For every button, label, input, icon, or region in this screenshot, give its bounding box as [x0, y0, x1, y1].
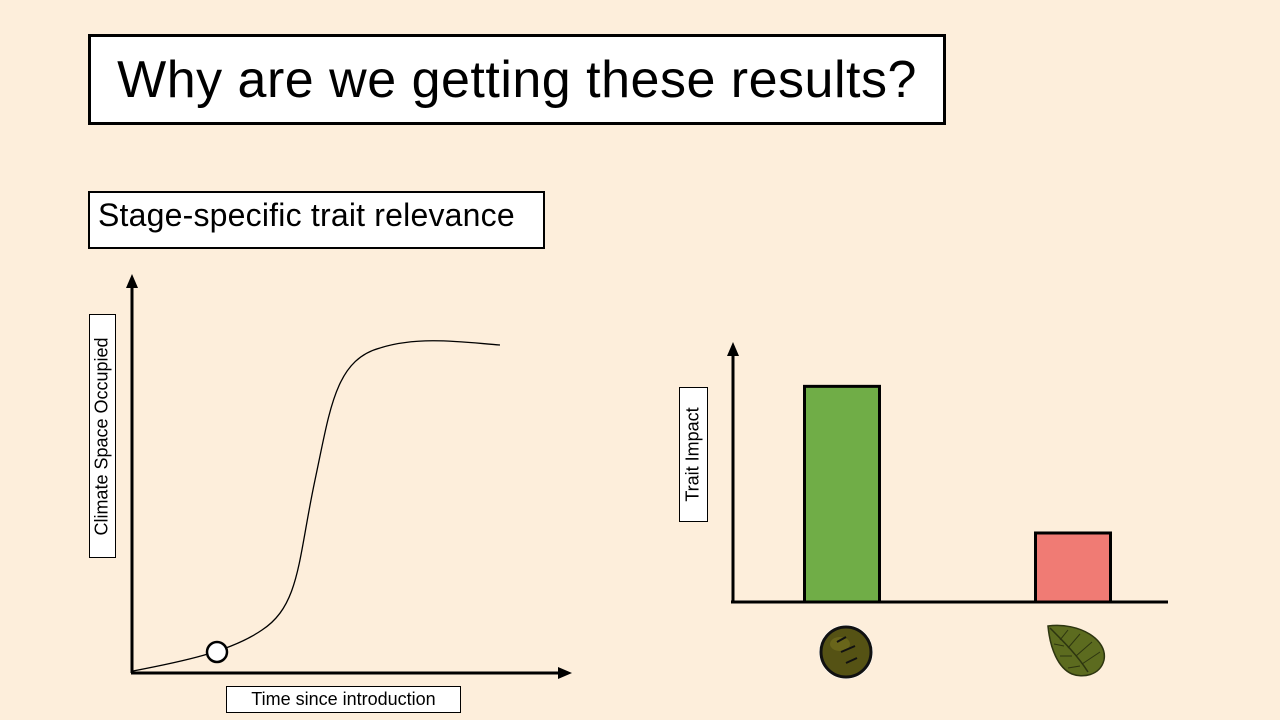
- right-y-axis-arrow-icon: [727, 342, 739, 356]
- subtitle-box: Stage-specific trait relevance: [88, 191, 545, 249]
- seed-icon: [819, 625, 873, 679]
- y-axis-label-left: Climate Space Occupied: [89, 314, 116, 558]
- bar-seed: [803, 384, 881, 604]
- growth-curve: [132, 340, 501, 672]
- left-x-axis-arrow-icon: [558, 667, 572, 679]
- subtitle-text: Stage-specific trait relevance: [98, 197, 515, 233]
- slide-title: Why are we getting these results?: [117, 50, 917, 109]
- left-y-axis-arrow-icon: [126, 274, 138, 288]
- slide-title-box: Why are we getting these results?: [88, 34, 946, 125]
- y-axis-label-right: Trait Impact: [679, 387, 708, 522]
- leaf-icon: [1047, 624, 1106, 677]
- x-axis-label-left: Time since introduction: [226, 686, 461, 713]
- bar-leaf: [1034, 531, 1112, 604]
- curve-position-marker: [205, 640, 229, 664]
